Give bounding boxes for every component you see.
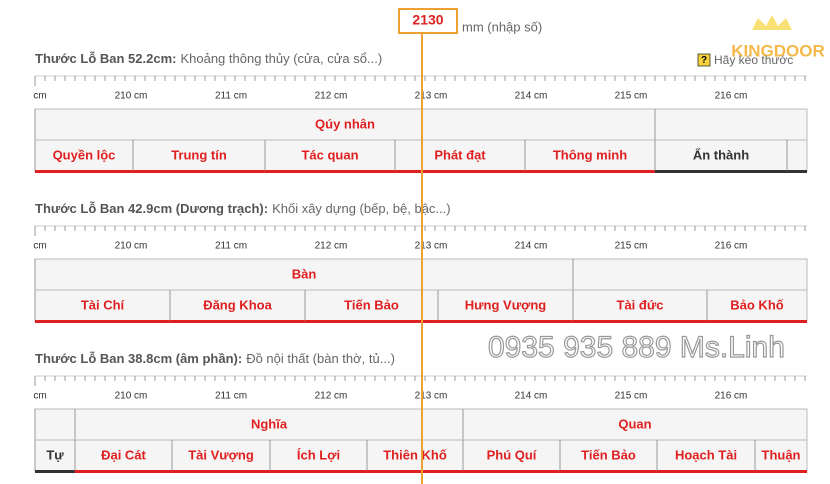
- tick-label: 210 cm: [115, 91, 148, 102]
- cell-underline: [133, 170, 265, 173]
- cell-underline: [305, 320, 438, 323]
- length-value[interactable]: 2130: [412, 12, 443, 28]
- tick-label: 214 cm: [515, 391, 548, 402]
- cell-label: Đại Cát: [101, 447, 146, 462]
- cell-label: Trung tín: [171, 147, 227, 162]
- cell-underline: [367, 470, 463, 473]
- ruler-heading: Thước Lỗ Ban 42.9cm (Dương trạch): Khối x…: [35, 201, 451, 216]
- cell-underline: [395, 170, 525, 173]
- drag-hint: Hãy kéo thước: [714, 53, 793, 67]
- cell-underline: [75, 470, 172, 473]
- cell-label: Hưng Vượng: [465, 297, 547, 312]
- cell-label: Thông minh: [553, 147, 627, 162]
- ruler-heading: Thước Lỗ Ban 52.2cm: Khoảng thông thủy (c…: [35, 51, 382, 66]
- cell-label: Phú Quí: [487, 447, 537, 462]
- tick-label: 214 cm: [515, 241, 548, 252]
- ruler-title: Thước Lỗ Ban 42.9cm (Dương trạch):: [35, 201, 268, 216]
- cell-label: Tự: [46, 447, 64, 462]
- logo-crown: [752, 15, 792, 30]
- ruler: Thước Lỗ Ban 52.2cm: Khoảng thông thủy (c…: [33, 51, 808, 173]
- tick-label: 213 cm: [415, 241, 448, 252]
- cell-underline: [755, 470, 807, 473]
- watermark: 0935 935 889 Ms.Linh: [488, 331, 785, 364]
- tick-label: cm: [33, 391, 46, 402]
- tick-label: 216 cm: [715, 391, 748, 402]
- logo: KINGDOOR: [731, 41, 825, 60]
- cell-label: Tác quan: [301, 147, 358, 162]
- ruler: Thước Lỗ Ban 38.8cm (âm phần): Đồ nội thấ…: [33, 351, 808, 473]
- cell-label: Ẩn thành: [693, 147, 749, 162]
- tick-label: 214 cm: [515, 91, 548, 102]
- cell-underline: [170, 320, 305, 323]
- tick-label: 211 cm: [215, 241, 247, 252]
- cell-underline: [707, 320, 807, 323]
- group-label: Bàn: [292, 266, 317, 281]
- tick-label: 216 cm: [715, 91, 748, 102]
- cell-label: Tiến Bảo: [581, 447, 636, 462]
- tick-label: 212 cm: [315, 241, 348, 252]
- cell-underline: [787, 170, 807, 173]
- cell-label: Thiên Khố: [383, 447, 447, 462]
- cell-underline: [525, 170, 655, 173]
- cell-underline: [35, 320, 170, 323]
- cell-underline: [172, 470, 270, 473]
- tick-label: 216 cm: [715, 241, 748, 252]
- tick-label: 215 cm: [615, 91, 648, 102]
- tick-label: 213 cm: [415, 91, 448, 102]
- tick-label: 210 cm: [115, 391, 148, 402]
- tick-label: cm: [33, 241, 46, 252]
- tick-label: 212 cm: [315, 391, 348, 402]
- group-label: Qúy nhân: [315, 116, 375, 131]
- cell-underline: [573, 320, 707, 323]
- unit-hint: mm (nhập số): [462, 19, 542, 34]
- rulers: Thước Lỗ Ban 52.2cm: Khoảng thông thủy (c…: [33, 51, 808, 473]
- cell-label: Tài Vượng: [188, 447, 254, 462]
- length-input[interactable]: [398, 8, 458, 34]
- cell-underline: [35, 470, 75, 473]
- tick-label: 213 cm: [415, 391, 448, 402]
- tick-label: cm: [33, 91, 46, 102]
- ruler-title: Thước Lỗ Ban 38.8cm (âm phần):: [35, 351, 242, 366]
- cell-label: Phát đạt: [434, 147, 486, 162]
- tick-label: 211 cm: [215, 391, 247, 402]
- cell-underline: [657, 470, 755, 473]
- ruler-description: Khối xây dựng (bếp, bệ, bậc...): [272, 201, 451, 216]
- group-label: Quan: [618, 416, 651, 431]
- ruler-heading: Thước Lỗ Ban 38.8cm (âm phần): Đồ nội thấ…: [35, 351, 395, 366]
- tick-label: 212 cm: [315, 91, 348, 102]
- ruler-description: Khoảng thông thủy (cửa, cửa sổ...): [180, 51, 382, 66]
- tick-label: 215 cm: [615, 391, 648, 402]
- cell-label: Thuận: [762, 447, 801, 462]
- cell-label: Ích Lợi: [297, 447, 340, 462]
- ruler-description: Đồ nội thất (bàn thờ, tủ...): [246, 351, 395, 366]
- cell-underline: [655, 170, 787, 173]
- cell-underline: [560, 470, 657, 473]
- cell-underline: [463, 470, 560, 473]
- cell-label: Tài đức: [617, 297, 664, 312]
- tick-label: 215 cm: [615, 241, 648, 252]
- hint-icon-mark: ?: [701, 55, 707, 66]
- cell-label: Tiến Bảo: [344, 297, 399, 312]
- cell-label: Bảo Khố: [730, 297, 784, 312]
- cell-underline: [265, 170, 395, 173]
- ruler: Thước Lỗ Ban 42.9cm (Dương trạch): Khối x…: [33, 201, 808, 323]
- cell-underline: [35, 170, 133, 173]
- cell-label: Quyền lộc: [53, 147, 116, 162]
- cell-label: Tài Chí: [81, 297, 125, 312]
- group-label: Nghĩa: [251, 416, 288, 431]
- cell-underline: [438, 320, 573, 323]
- cell-label: Đăng Khoa: [203, 297, 272, 312]
- tick-label: 211 cm: [215, 91, 247, 102]
- cell-label: Hoạch Tài: [675, 447, 737, 462]
- tick-label: 210 cm: [115, 241, 148, 252]
- ruler-title: Thước Lỗ Ban 52.2cm:: [35, 51, 176, 66]
- cell-underline: [270, 470, 367, 473]
- hint-icon: [697, 53, 711, 67]
